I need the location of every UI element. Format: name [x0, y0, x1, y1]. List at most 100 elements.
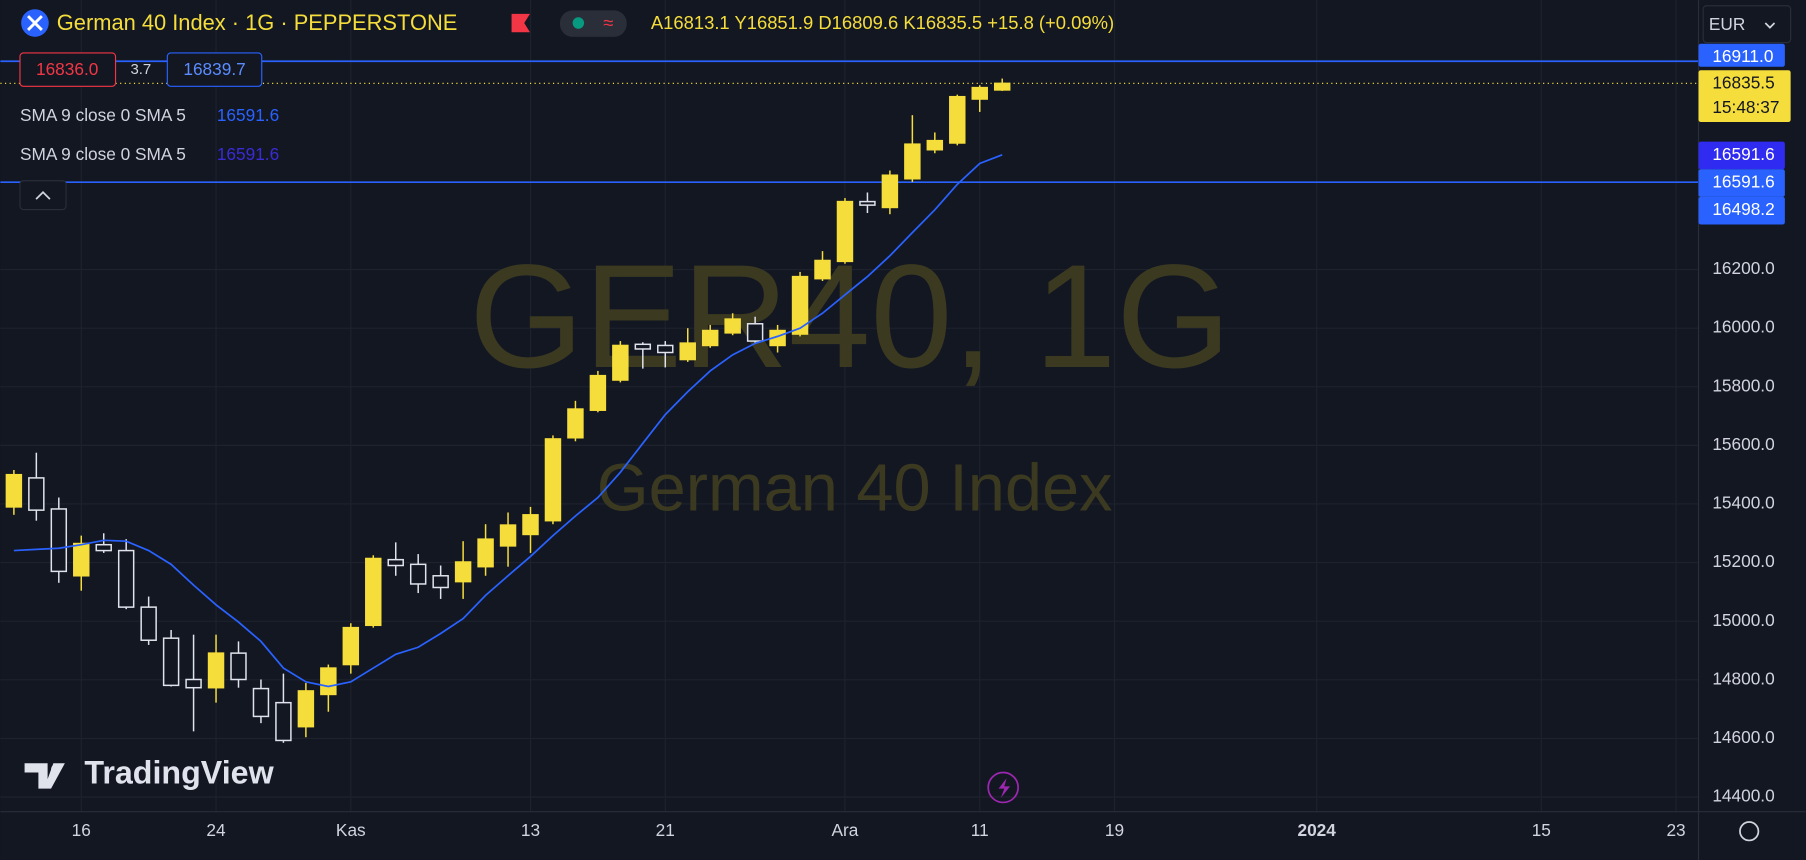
y-tick-label: 14800.0 [1712, 668, 1774, 688]
x-tick-label: 11 [971, 820, 989, 840]
logo-icon [51, 764, 61, 774]
candle-body [342, 626, 360, 666]
candle-body [140, 606, 157, 641]
events-button[interactable] [987, 771, 1019, 804]
candle-body [117, 549, 135, 608]
watermark-description: German 40 Index [597, 451, 1113, 525]
candle-body [28, 477, 45, 511]
candle-body [904, 143, 921, 180]
candle-body [230, 652, 247, 681]
candle-body [567, 408, 584, 439]
current-price-label: 16835.5 [1712, 73, 1774, 93]
y-tick-label: 15400.0 [1712, 493, 1774, 513]
candle-body [612, 344, 629, 381]
candle-body [949, 95, 966, 144]
currency-button[interactable] [1702, 5, 1792, 44]
candle-body [5, 473, 23, 508]
candle-body [971, 86, 988, 100]
currency-label: EUR [1709, 14, 1745, 34]
spread: 3.7 [130, 61, 151, 78]
buy-price: 16839.7 [183, 59, 245, 79]
current-price-box [1698, 70, 1791, 123]
flag-icon [511, 13, 530, 33]
status-pill[interactable] [559, 10, 627, 37]
candle-body [724, 318, 741, 334]
candle-body [791, 275, 809, 335]
sell-price: 16836.0 [36, 59, 98, 79]
price-line-label-box [1698, 196, 1785, 225]
sma-line [13, 154, 1003, 688]
collapse-icon [35, 191, 51, 200]
price-line-label-box [1698, 43, 1785, 67]
candle-body [836, 200, 854, 263]
y-tick-label: 15600.0 [1712, 434, 1774, 454]
sma-label: 16591.6 [1712, 144, 1774, 164]
collapse-button[interactable] [19, 180, 67, 211]
candle-body [387, 558, 404, 567]
x-tick-label: 21 [656, 820, 675, 840]
y-tick-label: 14600.0 [1712, 727, 1774, 747]
candle-body [859, 200, 876, 206]
status-dot [572, 17, 585, 29]
candle-body [320, 667, 337, 696]
x-tick-label: 24 [206, 820, 226, 840]
y-tick-label: 16200.0 [1712, 258, 1774, 278]
candle-body [634, 343, 652, 350]
candle-body [657, 344, 674, 354]
settings-button[interactable] [1739, 821, 1760, 842]
events-icon [998, 778, 1011, 798]
candle-body [252, 687, 270, 718]
candle-body [701, 329, 719, 347]
candle-body [477, 538, 494, 568]
y-tick-label: 15200.0 [1712, 551, 1774, 571]
candle-body [993, 82, 1011, 91]
ohlc-legend: A16813.1 Y16851.9 D16809.6 K16835.5 +15.… [651, 12, 1114, 33]
x-tick-label: 16 [72, 820, 91, 840]
candle-body [50, 508, 68, 573]
candle-body [95, 543, 112, 552]
candle-body [162, 637, 180, 687]
candle-body [185, 678, 202, 689]
watermark-symbol: GER40, 1G [469, 235, 1231, 399]
chart-title: German 40 Index · 1G · PEPPERSTONE [57, 10, 458, 35]
x-tick-label: Ara [832, 820, 859, 840]
sma-label: 16591.6 [1712, 172, 1774, 192]
indicator-name: SMA 9 close 0 SMA 5 [20, 105, 186, 125]
buy-button[interactable] [166, 52, 263, 87]
sma-label-box [1698, 169, 1785, 197]
x-tick-label: 2024 [1297, 820, 1336, 840]
dropdown-icon [1764, 22, 1776, 29]
symbol-icon [27, 15, 43, 31]
plot [0, 60, 1699, 743]
candle-body [814, 259, 831, 280]
x-tick-label: Kas [336, 820, 366, 840]
candle-body [746, 323, 764, 342]
candle-body [73, 542, 90, 577]
axes: 16 24 Kas 13 21 Ara 11 19 2024 15 23 14400.0 14600.0… [72, 43, 1791, 840]
countdown-label: 15:48:37 [1712, 97, 1779, 117]
sma-label-box [1698, 141, 1785, 170]
candle-body [409, 563, 427, 585]
candle-body [454, 561, 472, 583]
sell-button[interactable] [19, 52, 117, 87]
candle-body [522, 514, 539, 536]
y-tick-label: 16000.0 [1712, 317, 1774, 337]
y-tick-label: 15800.0 [1712, 375, 1774, 395]
candle-body [432, 575, 449, 589]
y-tick-label: 14400.0 [1712, 786, 1774, 806]
indicator-name: SMA 9 close 0 SMA 5 [20, 144, 186, 164]
candle-body [544, 438, 562, 522]
candle-body [297, 690, 315, 728]
x-tick-label: 13 [521, 820, 540, 840]
price-line-label: 16911.0 [1712, 46, 1773, 66]
y-tick-label: 15000.0 [1712, 610, 1774, 630]
candle-body [881, 174, 899, 209]
candle-body [926, 139, 944, 151]
candle-body [275, 701, 292, 742]
indicator-value: 16591.6 [217, 105, 279, 125]
x-tick-label: 15 [1532, 820, 1551, 840]
candle-body [499, 524, 517, 547]
